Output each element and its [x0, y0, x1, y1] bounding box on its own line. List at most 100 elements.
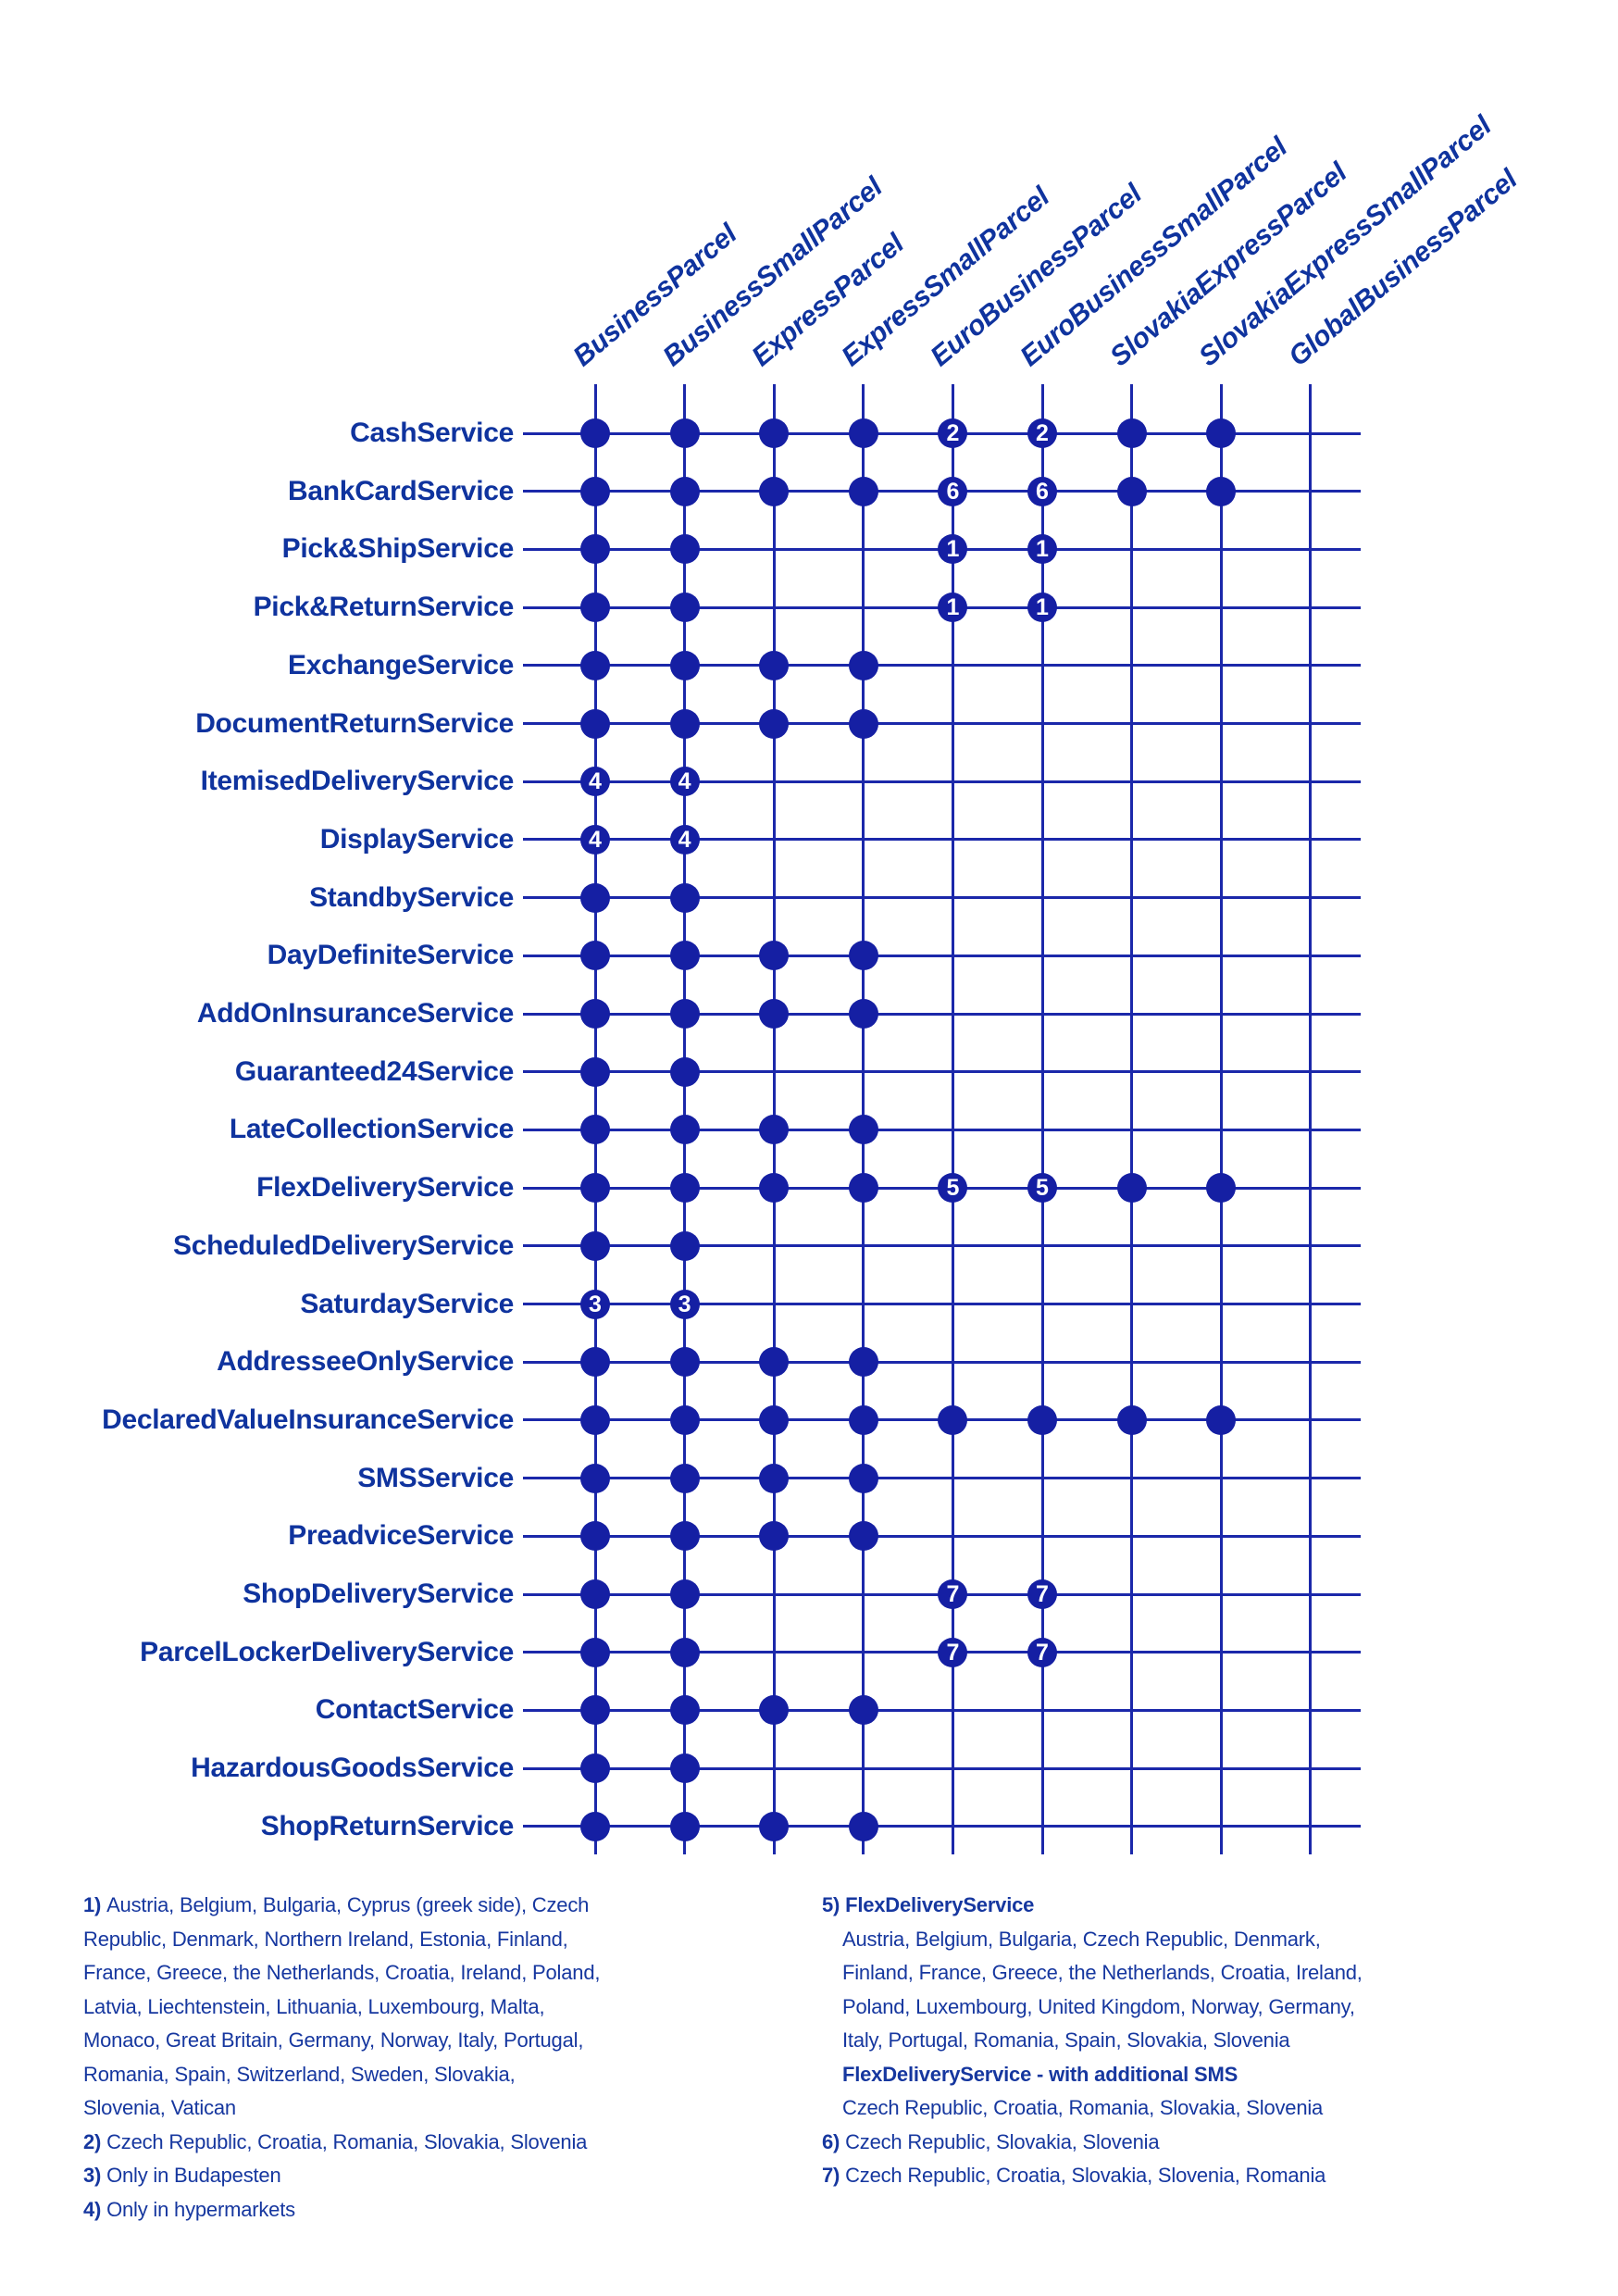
row-label: PreadviceService: [288, 1520, 514, 1552]
matrix-dot: [580, 593, 610, 623]
matrix-dot: [1116, 1173, 1147, 1204]
matrix-dot: [669, 1753, 700, 1784]
footnote-text: Austria, Belgium, Bulgaria, Czech Republ…: [842, 1927, 1321, 1951]
row-label: DayDefiniteService: [267, 940, 515, 971]
matrix-dot: [580, 1347, 610, 1378]
footnote-text: Romania, Spain, Switzerland, Sweden, Slo…: [83, 2062, 516, 2086]
matrix-dot: [848, 1463, 878, 1493]
footnote-line: France, Greece, the Netherlands, Croatia…: [83, 1956, 600, 1990]
footnotes-left: 1) Austria, Belgium, Bulgaria, Cyprus (g…: [83, 1889, 600, 2227]
matrix-dot: [759, 1811, 790, 1841]
matrix-dot: [669, 1521, 700, 1552]
matrix-dot-note-1: 1: [1027, 593, 1057, 623]
footnote-number: 6): [822, 2129, 846, 2153]
matrix-dot: [1116, 476, 1147, 506]
row-label: Guaranteed24Service: [234, 1055, 514, 1087]
matrix-dot: [669, 941, 700, 971]
footnote-text: Czech Republic, Slovakia, Slovenia: [845, 2129, 1160, 2153]
matrix-dot-note-1: 1: [1027, 534, 1057, 565]
column-header: BusinessParcel: [567, 218, 743, 373]
matrix-dot: [1027, 1404, 1057, 1435]
matrix-dot: [848, 1695, 878, 1726]
matrix-dot: [580, 941, 610, 971]
matrix-dot: [669, 418, 700, 448]
grid-row-line: [523, 1012, 1361, 1016]
matrix-dot: [848, 1811, 878, 1841]
matrix-dot: [1206, 1173, 1237, 1204]
matrix-dot-note-2: 2: [1027, 418, 1057, 448]
matrix-dot: [1206, 1404, 1237, 1435]
matrix-dot: [580, 418, 610, 448]
grid-row-line: [523, 664, 1361, 668]
matrix-dot: [759, 708, 790, 739]
footnote-text: Slovenia, Vatican: [83, 2096, 236, 2119]
footnote-line: Latvia, Liechtenstein, Lithuania, Luxemb…: [83, 1990, 600, 2025]
grid-row-line: [523, 1128, 1361, 1131]
footnote-line: Italy, Portugal, Romania, Spain, Slovaki…: [842, 2024, 1363, 2058]
matrix-dot-note-4: 4: [580, 767, 610, 797]
footnote-number: 5): [822, 1893, 846, 1916]
matrix-dot: [669, 1579, 700, 1609]
footnote-number: 2): [83, 2129, 107, 2153]
matrix-dot: [938, 1404, 968, 1435]
matrix-dot-note-4: 4: [669, 767, 700, 797]
matrix-dot: [669, 1695, 700, 1726]
matrix-dot-note-6: 6: [1027, 476, 1057, 506]
matrix-dot: [759, 650, 790, 680]
matrix-dot: [669, 1404, 700, 1435]
matrix-dot: [580, 476, 610, 506]
footnote-line: Slovenia, Vatican: [83, 2091, 600, 2126]
matrix-dot: [759, 476, 790, 506]
matrix-dot: [669, 1173, 700, 1204]
matrix-dot: [759, 999, 790, 1029]
column-header: ExpressParcel: [746, 228, 910, 373]
footnote-text: Latvia, Liechtenstein, Lithuania, Luxemb…: [83, 1994, 545, 2018]
matrix-dot-note-7: 7: [938, 1637, 968, 1667]
footnote-line: Poland, Luxembourg, United Kingdom, Norw…: [842, 1990, 1363, 2025]
matrix-dot-note-5: 5: [938, 1173, 968, 1204]
footnote-line: 2) Czech Republic, Croatia, Romania, Slo…: [83, 2126, 600, 2160]
matrix-dot: [759, 1347, 790, 1378]
grid-row-line: [523, 1360, 1361, 1364]
matrix-dot: [1116, 1404, 1147, 1435]
matrix-dot: [759, 1521, 790, 1552]
matrix-dot: [848, 941, 878, 971]
footnote-line: Austria, Belgium, Bulgaria, Czech Republ…: [842, 1923, 1363, 1957]
footnote-line: Finland, France, Greece, the Netherlands…: [842, 1956, 1363, 1990]
matrix-dot: [580, 1115, 610, 1145]
row-label: ContactService: [315, 1694, 515, 1726]
matrix-dot: [580, 1811, 610, 1841]
matrix-dot-note-4: 4: [580, 824, 610, 855]
grid-column-line: [1040, 384, 1044, 1854]
grid-row-line: [523, 896, 1361, 900]
matrix-dot: [580, 1463, 610, 1493]
matrix-dot: [848, 1347, 878, 1378]
grid-row-line: [523, 838, 1361, 842]
grid-row-line: [523, 1534, 1361, 1538]
footnote-text: Finland, France, Greece, the Netherlands…: [842, 1961, 1363, 1984]
matrix-dot: [759, 1173, 790, 1204]
row-label: DeclaredValueInsuranceService: [102, 1404, 514, 1435]
matrix-dot: [580, 1753, 610, 1784]
matrix-dot: [848, 1404, 878, 1435]
matrix-dot: [580, 1404, 610, 1435]
footnote-text: France, Greece, the Netherlands, Croatia…: [83, 1961, 601, 1984]
grid-column-line: [1219, 384, 1223, 1854]
grid-row-line: [523, 954, 1361, 957]
footnote-line: 4) Only in hypermarkets: [83, 2193, 600, 2227]
row-label: ShopDeliveryService: [243, 1578, 514, 1609]
matrix-dot-note-7: 7: [1027, 1579, 1057, 1609]
row-label: ShopReturnService: [260, 1810, 515, 1841]
matrix-dot: [759, 1404, 790, 1435]
matrix-dot: [759, 1695, 790, 1726]
footnote-text: FlexDeliveryService - with additional SM…: [842, 2062, 1238, 2086]
grid-row-line: [523, 1303, 1361, 1305]
grid-column-line: [951, 384, 954, 1854]
matrix-dot: [669, 593, 700, 623]
matrix-dot: [580, 1230, 610, 1261]
matrix-dot-note-1: 1: [938, 593, 968, 623]
footnote-text: Only in hypermarkets: [106, 2197, 295, 2221]
row-label: DisplayService: [319, 823, 515, 855]
matrix-dot: [759, 1115, 790, 1145]
matrix-dot: [580, 1521, 610, 1552]
